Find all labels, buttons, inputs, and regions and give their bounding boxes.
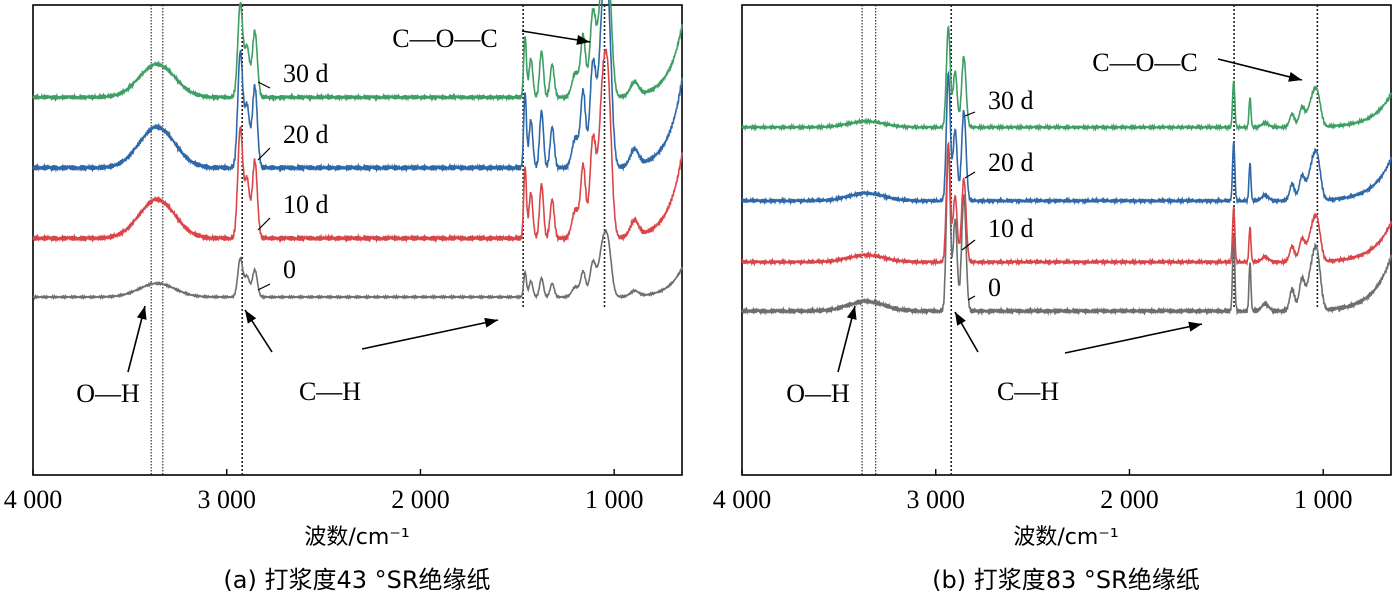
series-label-leader (257, 217, 271, 231)
annotation-arrowhead (136, 306, 147, 320)
annotation-label: C—O—C (392, 24, 497, 53)
annotation-arrowhead (245, 310, 257, 324)
series-label: 0 (283, 255, 296, 284)
panel-b: 4 000 3 000 2 000 1 000 0 10 d 20 d 30 d O—H C—H C… (713, 4, 1392, 594)
x-tick-label: 1 000 (585, 485, 644, 514)
annotation-label: C—H (997, 377, 1059, 406)
series-label: 30 d (283, 59, 329, 88)
series-label-leader (967, 295, 976, 301)
series-label: 0 (988, 273, 1001, 302)
series-line (741, 146, 1392, 317)
annotation-arrowhead (1188, 321, 1202, 332)
series-line (741, 25, 1392, 132)
series-label-leader (257, 81, 271, 89)
annotation-arrowhead (955, 312, 966, 326)
plot-frame (741, 4, 1392, 476)
x-tick-label: 2 000 (391, 485, 450, 514)
series-line (32, 0, 683, 173)
x-tick-label: 1 000 (1294, 485, 1353, 514)
series-label: 20 d (283, 120, 329, 149)
annotation-arrowhead (1288, 71, 1302, 82)
series-label-leader (964, 171, 976, 179)
series-label: 10 d (988, 214, 1034, 243)
panel-caption: (a) 打浆度43 °SR绝缘纸 (223, 566, 490, 594)
series-label: 20 d (988, 148, 1034, 177)
annotation-label: C—H (299, 377, 361, 406)
annotation-label: O—H (786, 379, 850, 408)
series-label-leader (257, 283, 271, 291)
annotation-arrowhead (846, 306, 857, 320)
series-line (741, 140, 1392, 267)
x-tick-label: 3 000 (197, 485, 256, 514)
annotation-label: C—O—C (1092, 48, 1197, 77)
panel-caption: (b) 打浆度83 °SR绝缘纸 (932, 566, 1200, 594)
series-label: 30 d (988, 86, 1034, 115)
x-tick-label: 3 000 (906, 485, 965, 514)
series-line (741, 70, 1392, 206)
series-line (32, 228, 683, 301)
series-line (32, 48, 683, 244)
annotation-arrow (1217, 58, 1303, 81)
annotation-arrowhead (484, 317, 498, 328)
series-label: 10 d (283, 190, 329, 219)
series-line (32, 0, 683, 103)
x-tick-label: 2 000 (1100, 485, 1159, 514)
annotation-arrow (361, 319, 499, 350)
plot-frame (32, 4, 683, 476)
series-label-leader (961, 239, 976, 251)
annotation-arrow (1064, 323, 1203, 354)
annotation-label: O—H (76, 379, 140, 408)
x-tick-label: 4 000 (713, 485, 772, 514)
series-label-leader (964, 111, 976, 117)
x-tick-label: 4 000 (4, 485, 63, 514)
annotation-arrowhead (576, 34, 590, 45)
x-axis-label: 波数/cm⁻¹ (1013, 525, 1118, 550)
panel-a: 4 000 3 000 2 000 1 000 0 10 d 20 d 30 d O—H C—H C… (4, 0, 683, 594)
x-axis-label: 波数/cm⁻¹ (304, 525, 409, 550)
series-label-leader (257, 147, 271, 161)
